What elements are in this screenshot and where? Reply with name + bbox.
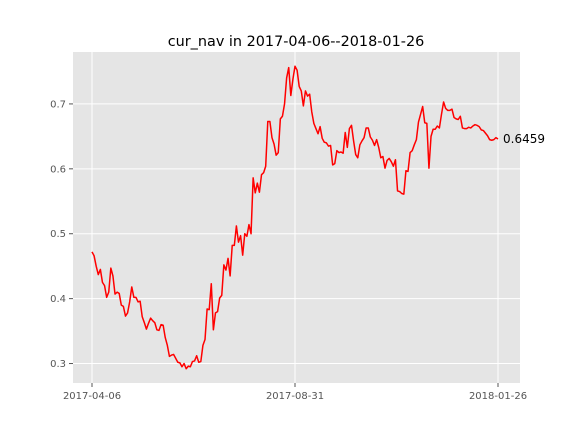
x-tick-label: 2017-04-06: [63, 391, 121, 402]
chart-title: cur_nav in 2017-04-06--2018-01-26: [168, 34, 425, 50]
grid: [73, 52, 520, 383]
y-tick-label: 0.7: [50, 99, 66, 110]
x-tick-label: 2017-08-31: [266, 391, 324, 402]
series-line: [91, 65, 499, 370]
y-tick-label: 0.3: [50, 359, 66, 370]
y-axis-ticks: 0.3 0.4 0.5 0.6 0.7: [50, 99, 73, 370]
y-tick-label: 0.5: [50, 229, 66, 240]
y-tick-label: 0.4: [50, 294, 66, 305]
end-value-label: 0.6459: [503, 132, 545, 146]
x-tick-label: 2018-01-26: [469, 391, 527, 402]
x-axis-ticks: 2017-04-06 2017-08-31 2018-01-26: [63, 383, 527, 402]
plot-background: [73, 52, 520, 383]
y-tick-label: 0.6: [50, 164, 66, 175]
